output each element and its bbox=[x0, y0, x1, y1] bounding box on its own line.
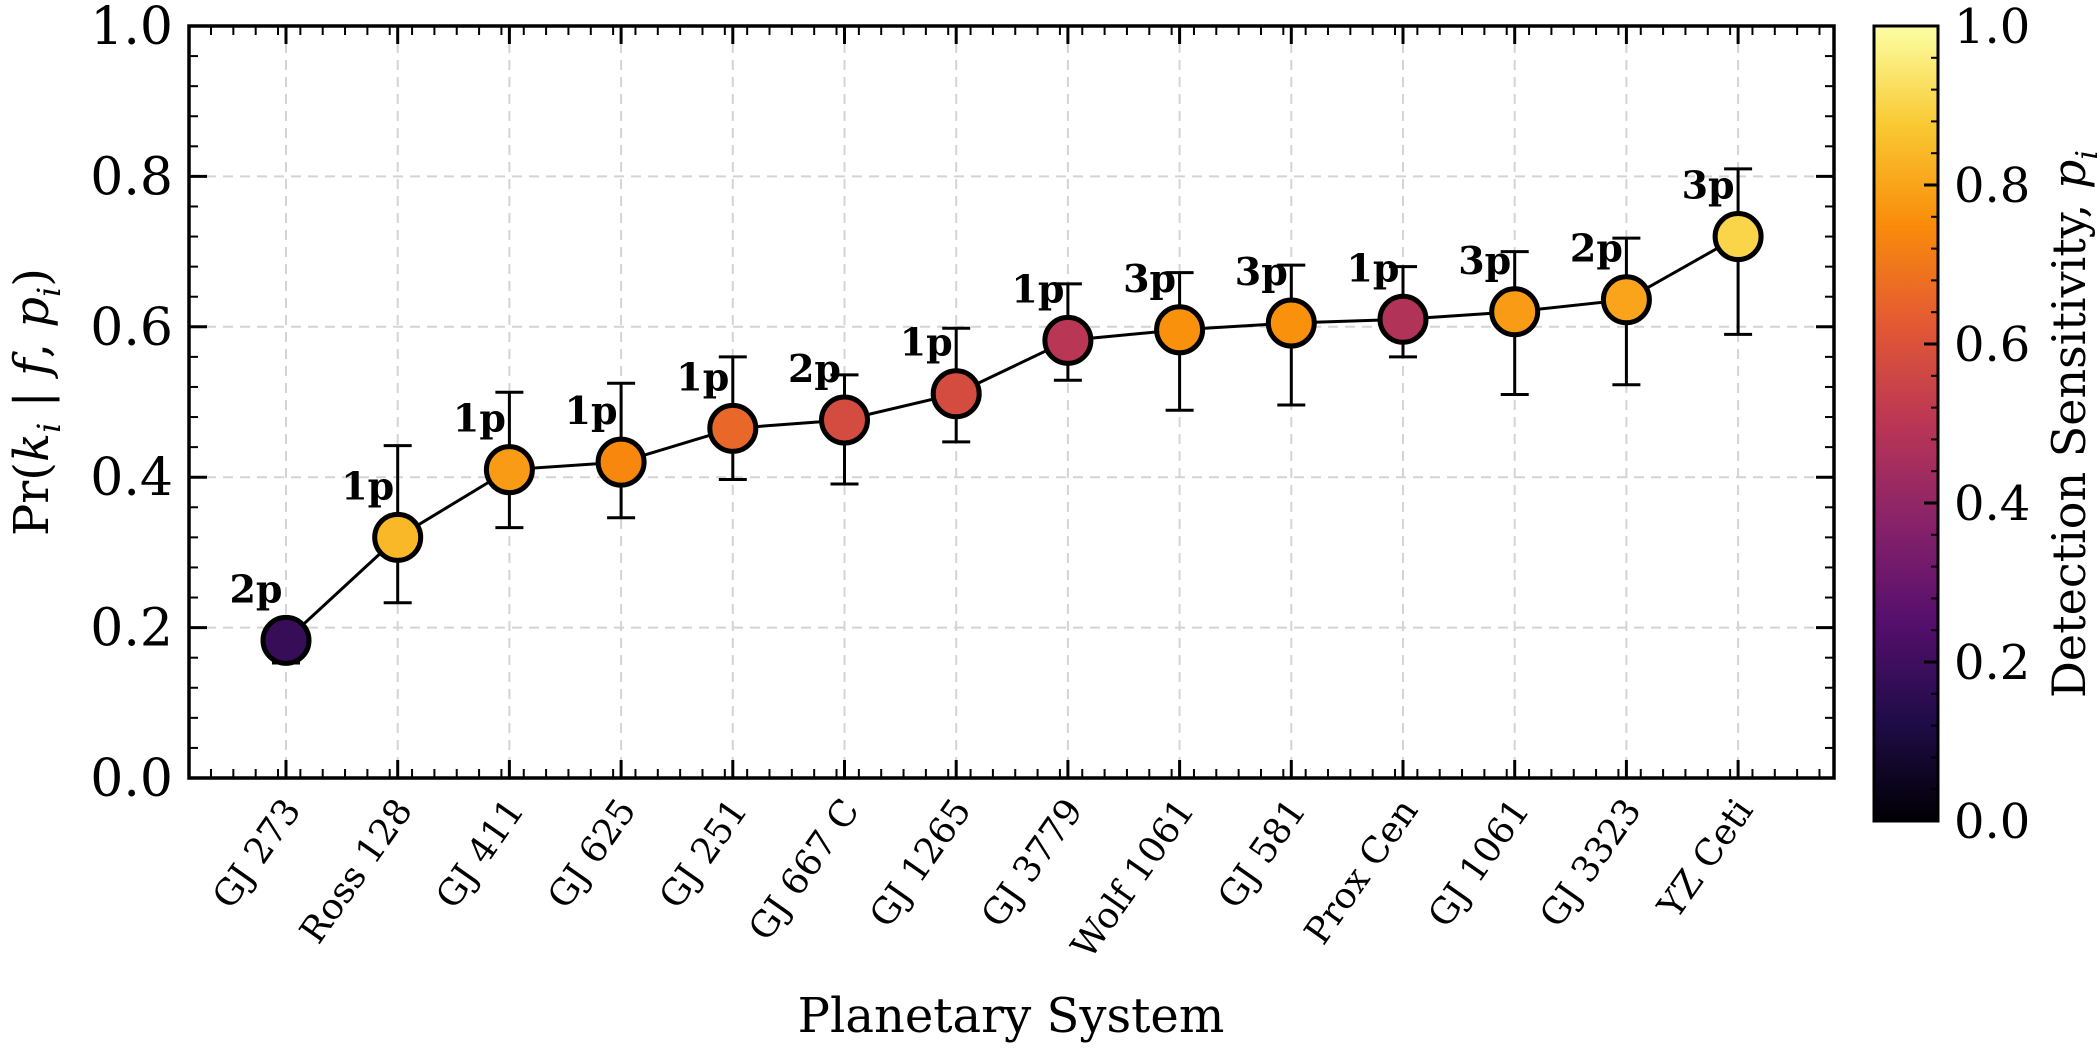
x-tick-label: GJ 581 bbox=[1210, 792, 1314, 917]
data-point bbox=[819, 394, 870, 446]
data-point bbox=[1712, 211, 1764, 263]
point-label: 1p bbox=[341, 463, 394, 508]
colorbar-tick-label: 0.4 bbox=[1954, 476, 2030, 532]
point-label: 1p bbox=[1346, 245, 1399, 290]
data-point bbox=[372, 511, 424, 563]
data-point bbox=[1154, 304, 1206, 356]
x-tick-label: GJ 411 bbox=[428, 792, 532, 917]
point-label: 1p bbox=[1011, 266, 1064, 311]
y-tick-label: 0.2 bbox=[90, 599, 173, 659]
x-tick-label: GJ 3323 bbox=[1532, 792, 1649, 935]
data-series: 2p 1p 1p 1p 1p 2p 1p 1p 3p 3p 1p 3p 2p 3p bbox=[229, 163, 1764, 666]
colorbar: 0.0 0.2 0.4 0.6 0.8 1.0 Detection Sensitivity… bbox=[1872, 0, 2100, 850]
x-tick-label: Prox Cen bbox=[1297, 792, 1426, 952]
point-label: 3p bbox=[1458, 238, 1511, 283]
data-point bbox=[1265, 297, 1317, 349]
point-label: 2p bbox=[229, 566, 282, 611]
data-point bbox=[930, 368, 982, 420]
x-tick-label: GJ 1265 bbox=[862, 792, 979, 935]
colorbar-tick-label: 0.6 bbox=[1954, 317, 2030, 373]
point-label: 1p bbox=[676, 354, 729, 399]
data-point bbox=[1042, 314, 1094, 366]
colorbar-tick-label: 0.2 bbox=[1954, 635, 2030, 691]
point-label: 1p bbox=[900, 320, 953, 365]
y-tick-label: 0.0 bbox=[90, 749, 173, 809]
x-tick-label: GJ 1061 bbox=[1421, 792, 1538, 935]
x-tick-label: GJ 251 bbox=[652, 792, 756, 917]
plot-frame bbox=[187, 24, 1836, 780]
y-tick-label: 0.4 bbox=[90, 448, 173, 508]
point-label: 2p bbox=[1570, 226, 1623, 271]
grid bbox=[189, 25, 1834, 779]
point-label: 3p bbox=[1682, 163, 1735, 208]
point-label: 1p bbox=[565, 388, 618, 433]
x-tick-label: GJ 3779 bbox=[974, 792, 1091, 935]
x-tick-label: Ross 128 bbox=[292, 792, 421, 951]
point-label: 1p bbox=[453, 396, 506, 441]
x-tick-label: GJ 273 bbox=[205, 792, 309, 917]
y-tick-label: 1.0 bbox=[90, 0, 173, 57]
y-tick-label: 0.6 bbox=[90, 298, 173, 358]
y-tick-label: 0.8 bbox=[90, 147, 173, 207]
x-axis-label: Planetary System bbox=[798, 988, 1225, 1044]
x-tick-label: YZ Ceti bbox=[1650, 792, 1762, 927]
data-point bbox=[1489, 286, 1541, 338]
data-point bbox=[595, 436, 647, 488]
data-point bbox=[483, 444, 535, 496]
data-point bbox=[1377, 293, 1429, 345]
x-tick-label: GJ 625 bbox=[540, 792, 644, 917]
colorbar-tick-label: 0.0 bbox=[1954, 794, 2030, 850]
y-tick-labels: 0.0 0.2 0.4 0.6 0.8 1.0 bbox=[90, 0, 173, 809]
colorbar-tick-label: 1.0 bbox=[1954, 0, 2030, 55]
point-label: 3p bbox=[1235, 249, 1288, 294]
point-label: 3p bbox=[1123, 256, 1176, 301]
colorbar-ticks: 0.0 0.2 0.4 0.6 0.8 1.0 bbox=[1924, 0, 2030, 850]
colorbar-label-sub: i bbox=[2070, 150, 2100, 160]
x-tick-label: GJ 667 C bbox=[741, 792, 868, 949]
colorbar-label: Detection Sensitivity, pi bbox=[2042, 150, 2100, 698]
data-point bbox=[1600, 274, 1652, 326]
colorbar-label-main: Detection Sensitivity, bbox=[2042, 189, 2096, 698]
data-point bbox=[707, 402, 759, 454]
colorbar-tick-label: 0.8 bbox=[1954, 158, 2030, 214]
y-axis-label: Pr(ki | f, pi) bbox=[4, 268, 68, 536]
data-point bbox=[260, 614, 312, 666]
colorbar-label-var: p bbox=[2042, 160, 2096, 189]
point-label: 2p bbox=[788, 346, 841, 391]
colorbar-gradient bbox=[1872, 24, 1940, 823]
axis-ticks bbox=[189, 24, 1834, 780]
